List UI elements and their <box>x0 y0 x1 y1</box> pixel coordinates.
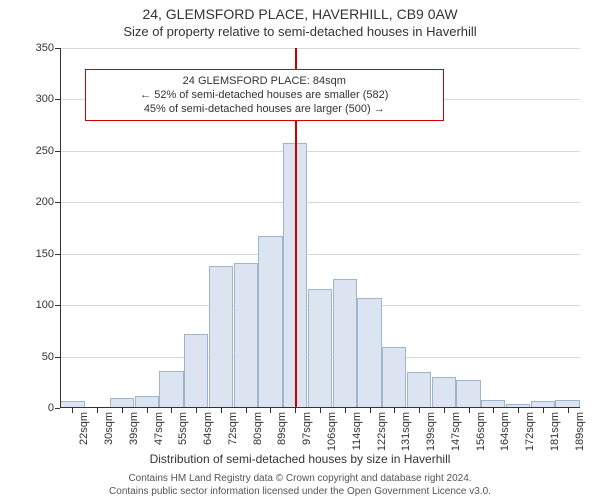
y-axis <box>60 48 61 408</box>
page-subtitle: Size of property relative to semi-detach… <box>0 24 600 39</box>
x-tick-label: 189sqm <box>574 412 586 451</box>
x-tick-mark <box>320 408 321 413</box>
x-tick-mark <box>444 408 445 413</box>
x-tick-label: 156sqm <box>475 412 487 451</box>
x-tick-mark <box>122 408 123 413</box>
chart-area: 05010015020025030035022sqm30sqm39sqm47sq… <box>60 48 580 408</box>
x-tick-mark <box>419 408 420 413</box>
grid-line <box>60 202 580 203</box>
annotation-line: 24 GLEMSFORD PLACE: 84sqm <box>94 74 435 88</box>
x-tick-mark <box>543 408 544 413</box>
x-tick-label: 122sqm <box>376 412 388 451</box>
x-tick-mark <box>196 408 197 413</box>
grid-line <box>60 254 580 255</box>
x-tick-mark <box>345 408 346 413</box>
x-tick-label: 30sqm <box>103 412 115 445</box>
grid-line <box>60 151 580 152</box>
x-tick-label: 147sqm <box>450 412 462 451</box>
histogram-bar <box>456 380 480 408</box>
x-tick-mark <box>518 408 519 413</box>
x-tick-mark <box>270 408 271 413</box>
histogram-bar <box>258 236 282 408</box>
x-tick-label: 47sqm <box>153 412 165 445</box>
y-tick-label: 150 <box>36 248 54 260</box>
x-axis-label: Distribution of semi-detached houses by … <box>0 452 600 466</box>
x-tick-mark <box>295 408 296 413</box>
x-tick-label: 55sqm <box>177 412 189 445</box>
histogram-bar <box>382 347 406 408</box>
x-tick-label: 64sqm <box>202 412 214 445</box>
x-tick-label: 97sqm <box>301 412 313 445</box>
histogram-bar <box>184 334 208 408</box>
x-tick-label: 131sqm <box>400 412 412 451</box>
x-tick-label: 139sqm <box>425 412 437 451</box>
footer-attribution-2: Contains public sector information licen… <box>0 486 600 497</box>
histogram-bar <box>159 371 183 408</box>
x-axis <box>60 407 580 408</box>
x-tick-mark <box>97 408 98 413</box>
x-tick-mark <box>147 408 148 413</box>
property-size-histogram: { "title": "24, GLEMSFORD PLACE, HAVERHI… <box>0 0 600 500</box>
x-tick-mark <box>171 408 172 413</box>
x-tick-mark <box>493 408 494 413</box>
x-tick-label: 164sqm <box>499 412 511 451</box>
y-tick-label: 300 <box>36 93 54 105</box>
footer-attribution-1: Contains HM Land Registry data © Crown c… <box>0 473 600 484</box>
histogram-bar <box>432 377 456 408</box>
annotation-box: 24 GLEMSFORD PLACE: 84sqm← 52% of semi-d… <box>85 69 444 122</box>
annotation-line: 45% of semi-detached houses are larger (… <box>94 102 435 116</box>
histogram-bar <box>333 279 357 408</box>
x-tick-label: 39sqm <box>128 412 140 445</box>
x-tick-mark <box>568 408 569 413</box>
y-tick-label: 0 <box>48 402 54 414</box>
x-tick-label: 89sqm <box>276 412 288 445</box>
y-tick-label: 200 <box>36 196 54 208</box>
y-tick-label: 350 <box>36 42 54 54</box>
histogram-bar <box>357 298 381 408</box>
x-tick-label: 172sqm <box>524 412 536 451</box>
x-tick-label: 181sqm <box>549 412 561 451</box>
y-tick-label: 100 <box>36 299 54 311</box>
y-tick-label: 250 <box>36 145 54 157</box>
histogram-bar <box>407 372 431 408</box>
y-tick-mark <box>55 408 60 409</box>
x-tick-label: 114sqm <box>351 412 363 450</box>
annotation-line: ← 52% of semi-detached houses are smalle… <box>94 88 435 102</box>
y-tick-label: 50 <box>42 351 54 363</box>
x-tick-mark <box>469 408 470 413</box>
plot-area: 05010015020025030035022sqm30sqm39sqm47sq… <box>60 48 580 408</box>
x-tick-mark <box>394 408 395 413</box>
histogram-bar <box>209 266 233 408</box>
x-tick-label: 22sqm <box>78 412 90 445</box>
x-tick-mark <box>221 408 222 413</box>
histogram-bar <box>234 263 258 408</box>
x-tick-mark <box>246 408 247 413</box>
x-tick-label: 106sqm <box>326 412 338 451</box>
x-tick-mark <box>370 408 371 413</box>
page-title: 24, GLEMSFORD PLACE, HAVERHILL, CB9 0AW <box>0 6 600 22</box>
grid-line <box>60 48 580 49</box>
x-tick-mark <box>72 408 73 413</box>
x-tick-label: 80sqm <box>252 412 264 445</box>
histogram-bar <box>308 289 332 408</box>
x-tick-label: 72sqm <box>227 412 239 445</box>
